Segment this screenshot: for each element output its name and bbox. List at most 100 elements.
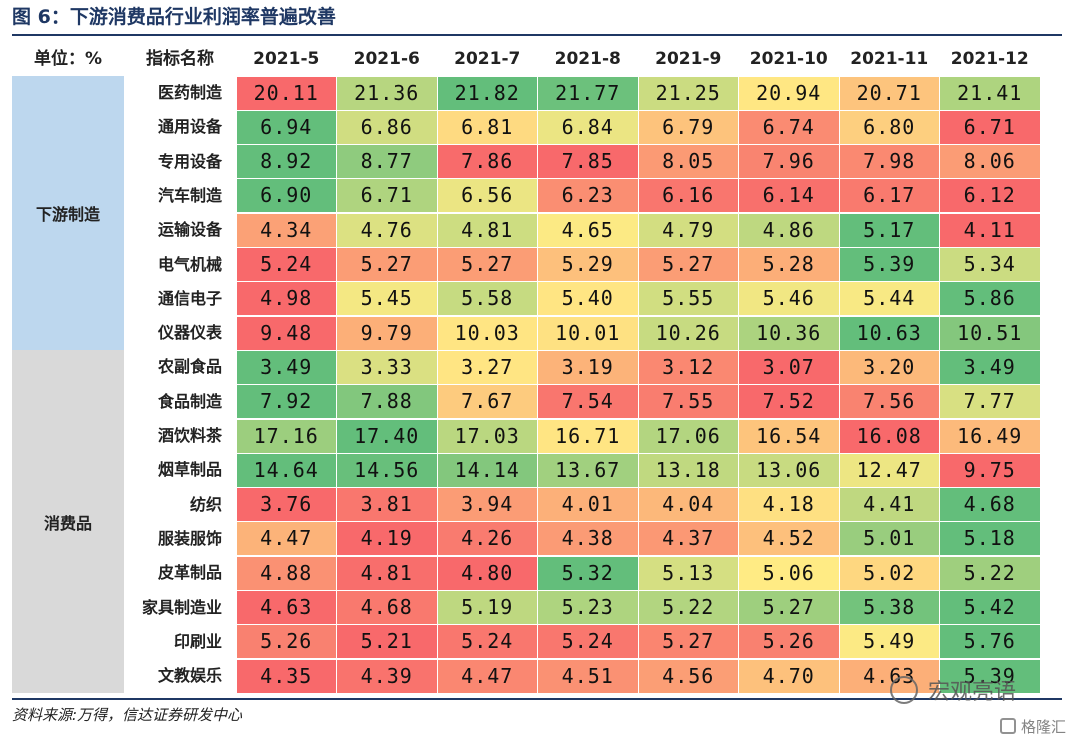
heatmap-cell: 16.49 (940, 419, 1040, 453)
heatmap-cell: 5.38 (839, 591, 939, 624)
heatmap-cell: 6.84 (538, 110, 638, 144)
heatmap-cell: 6.71 (940, 110, 1040, 144)
heatmap-cell: 5.24 (236, 248, 336, 281)
row-label: 运输设备 (157, 220, 222, 240)
heatmap-cell: 6.90 (236, 179, 336, 213)
heatmap-cell: 8.77 (337, 145, 437, 179)
heatmap-cell: 5.28 (739, 248, 839, 281)
heatmap-cell: 6.12 (940, 179, 1040, 213)
heatmap-cell: 5.42 (940, 591, 1040, 624)
heatmap-cell: 8.06 (940, 145, 1040, 179)
heatmap-cell: 7.92 (236, 385, 336, 419)
heatmap-cell: 10.36 (739, 316, 839, 350)
heatmap-cell: 4.63 (236, 591, 336, 624)
heatmap-cell: 16.54 (739, 419, 839, 453)
heatmap-cell: 4.39 (337, 659, 437, 693)
heatmap-cell: 9.75 (940, 453, 1040, 487)
heatmap-cell: 8.05 (638, 145, 738, 179)
heatmap-cell: 13.18 (638, 453, 738, 487)
heatmap-cell: 4.80 (437, 556, 537, 590)
heatmap-cell: 3.19 (538, 350, 638, 384)
heatmap-cell: 6.81 (437, 110, 537, 144)
heatmap-cell: 3.94 (437, 488, 537, 522)
heatmap-cell: 4.81 (337, 556, 437, 590)
heatmap-cell: 4.56 (638, 659, 738, 693)
column-header: 2021-11 (850, 49, 929, 69)
row-label: 烟草制品 (157, 460, 222, 480)
unit-header: 单位：% (33, 49, 103, 69)
heatmap-table: 单位：% 指标名称 2021-5 2021-6 2021-7 2021-8 2021-9 20… (12, 42, 1062, 697)
heatmap-cell: 10.63 (839, 316, 939, 350)
heatmap-cell: 10.03 (437, 316, 537, 350)
bottom-rule (12, 698, 1062, 700)
heatmap-cell: 4.98 (236, 282, 336, 316)
heatmap-cell: 5.22 (940, 556, 1040, 590)
heatmap-cell: 7.96 (739, 145, 839, 179)
heatmap-cell: 5.32 (538, 556, 638, 590)
group-label: 下游制造 (12, 76, 124, 351)
heatmap-cell: 4.34 (236, 213, 336, 247)
heatmap-cell: 4.35 (236, 659, 336, 693)
heatmap-cell: 5.44 (839, 282, 939, 316)
heatmap-cell: 16.08 (839, 419, 939, 453)
heatmap-cell: 6.94 (236, 110, 336, 144)
heatmap-cell: 3.49 (940, 350, 1040, 384)
heatmap-cell: 5.18 (940, 522, 1040, 556)
heatmap-cell: 6.80 (839, 110, 939, 144)
heatmap-cell: 5.39 (940, 659, 1040, 693)
heatmap-cell: 6.14 (739, 179, 839, 213)
watermark: 宏观亮语 (890, 672, 1016, 708)
heatmap-cell: 20.71 (839, 76, 939, 110)
heatmap-cell: 10.26 (638, 316, 738, 350)
heatmap-cell: 5.27 (638, 248, 738, 281)
heatmap-cell: 4.63 (839, 659, 939, 693)
heatmap-cell: 6.56 (437, 179, 537, 213)
column-header: 2021-9 (655, 49, 722, 69)
watermark-text: 宏观亮语 (928, 680, 1017, 705)
heatmap-cell: 4.47 (437, 659, 537, 693)
heatmap-cell: 13.67 (538, 453, 638, 487)
column-header: 2021-7 (454, 49, 521, 69)
heatmap-cell: 5.58 (437, 282, 537, 316)
heatmap-cell: 5.27 (437, 248, 537, 281)
top-rule (12, 34, 1062, 36)
heatmap-cell: 4.68 (940, 488, 1040, 522)
heatmap-cell: 5.49 (839, 625, 939, 659)
heatmap-cell: 7.67 (437, 385, 537, 419)
heatmap-cell: 7.54 (538, 385, 638, 419)
row-label: 仪器仪表 (157, 323, 222, 343)
row-label: 通信电子 (157, 288, 222, 308)
row-label: 食品制造 (157, 391, 222, 411)
heatmap-cell: 7.52 (739, 385, 839, 419)
heatmap-cell: 7.86 (437, 145, 537, 179)
heatmap-cell: 4.47 (236, 522, 336, 556)
heatmap-cell: 17.06 (638, 419, 738, 453)
heatmap-cell: 4.38 (538, 522, 638, 556)
heatmap-cell: 4.68 (337, 591, 437, 624)
row-label: 医药制造 (157, 83, 222, 102)
heatmap-cell: 3.20 (839, 350, 939, 384)
heatmap-cell: 4.51 (538, 659, 638, 693)
name-header: 指标名称 (146, 49, 214, 69)
row-label: 专用设备 (157, 151, 222, 171)
heatmap-cell: 5.13 (638, 556, 738, 590)
row-label: 皮革制品 (157, 563, 222, 583)
row-label: 服装服饰 (157, 528, 222, 548)
heatmap-cell: 17.16 (236, 419, 336, 453)
heatmap-cell: 5.76 (940, 625, 1040, 659)
heatmap-cell: 20.11 (236, 76, 336, 110)
row-label: 酒饮料茶 (157, 426, 222, 445)
heatmap-cell: 4.79 (638, 213, 738, 247)
heatmap-cell: 3.07 (739, 350, 839, 384)
heatmap-cell: 5.86 (940, 282, 1040, 316)
heatmap-cell: 5.24 (437, 625, 537, 659)
heatmap-cell: 5.34 (940, 248, 1040, 281)
heatmap-cell: 5.22 (638, 591, 738, 624)
column-header: 2021-8 (554, 49, 621, 69)
column-header: 2021-6 (353, 49, 420, 69)
heatmap-cell: 7.77 (940, 385, 1040, 419)
heatmap-cell: 13.06 (739, 453, 839, 487)
heatmap-cell: 4.81 (437, 213, 537, 247)
column-header: 2021-5 (253, 49, 320, 69)
heatmap-cell: 4.18 (739, 488, 839, 522)
